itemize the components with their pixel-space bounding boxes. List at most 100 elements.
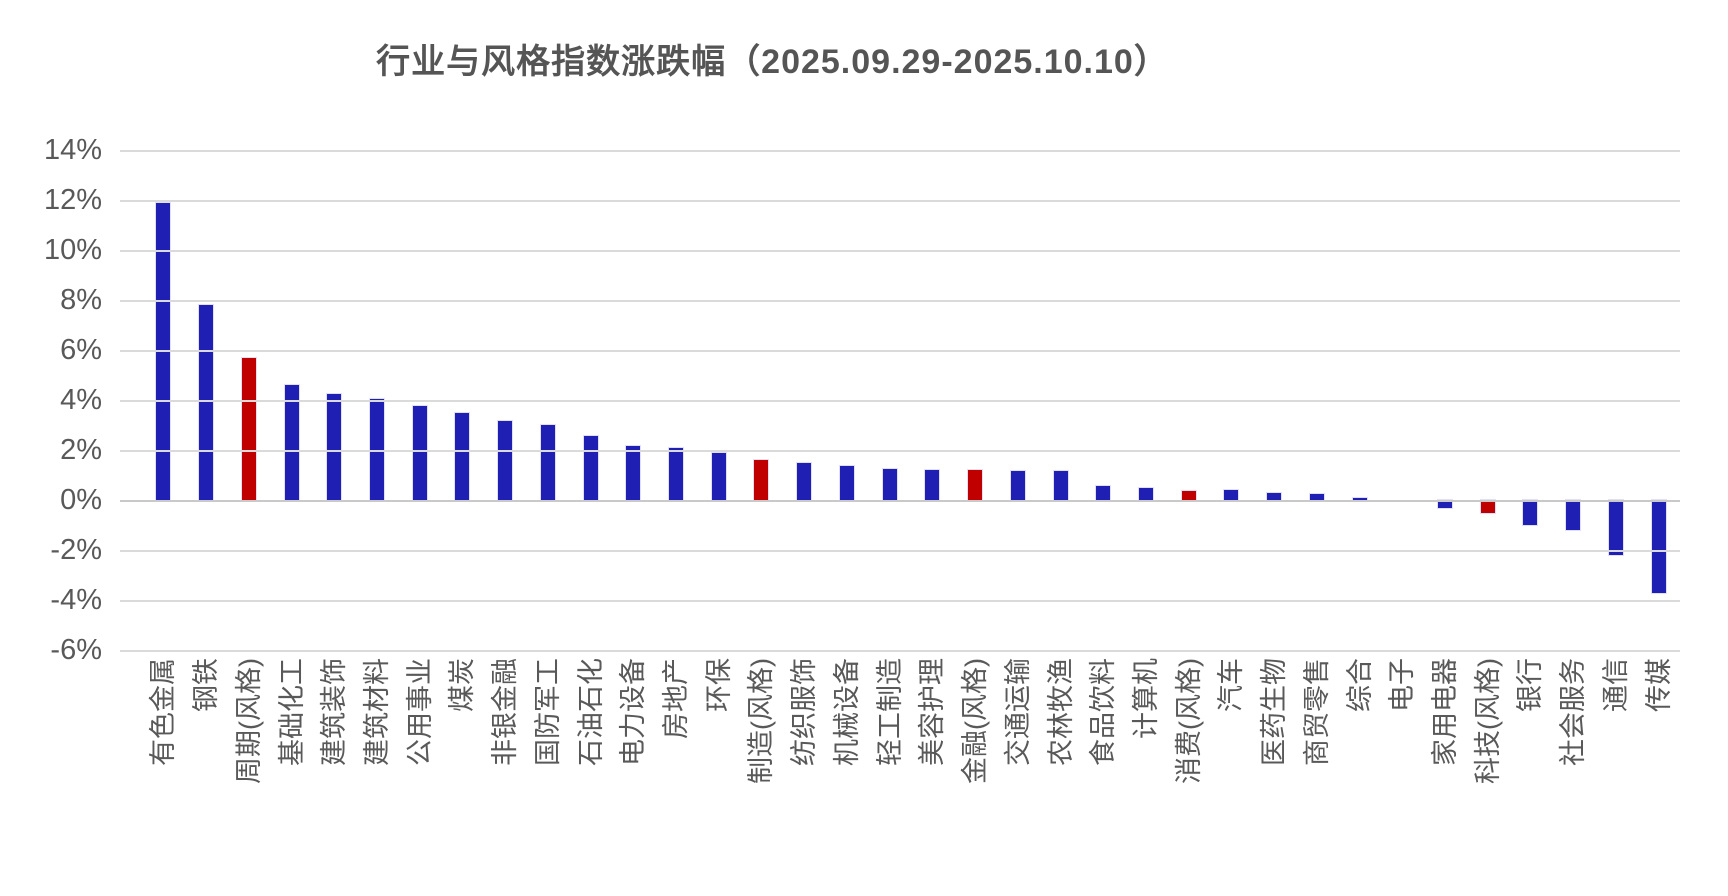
x-tick-label: 美容护理 — [911, 658, 954, 894]
x-tick-label: 消费(风格) — [1167, 658, 1210, 894]
y-tick-label: 12% — [43, 184, 102, 216]
y-tick-label: 6% — [60, 334, 102, 366]
bar — [1651, 500, 1666, 593]
x-tick-text: 消费(风格) — [1173, 658, 1204, 784]
bar — [455, 412, 470, 500]
bar — [711, 452, 726, 500]
bar — [583, 436, 598, 500]
bar — [882, 468, 897, 500]
bar — [669, 447, 684, 500]
x-tick-text: 食品饮料 — [1088, 658, 1119, 766]
x-tick-text: 汽车 — [1216, 658, 1247, 712]
x-tick-label: 科技(风格) — [1466, 658, 1509, 894]
gridline--2% — [120, 550, 1680, 552]
x-tick-text: 金融(风格) — [960, 658, 991, 784]
x-tick-text: 传媒 — [1643, 658, 1674, 712]
bar — [1096, 486, 1111, 500]
gridline-0% — [120, 500, 1680, 502]
x-tick-label: 环保 — [697, 658, 740, 894]
bar — [1480, 500, 1495, 513]
x-tick-text: 周期(风格) — [233, 658, 264, 784]
x-tick-label: 医药生物 — [1253, 658, 1296, 894]
x-tick-text: 基础化工 — [276, 658, 307, 766]
gridline-4% — [120, 400, 1680, 402]
x-tick-label: 周期(风格) — [227, 658, 270, 894]
x-tick-text: 科技(风格) — [1472, 658, 1503, 784]
bar — [1523, 500, 1538, 525]
x-tick-label: 社会服务 — [1552, 658, 1595, 894]
x-tick-text: 轻工制造 — [874, 658, 905, 766]
x-tick-label: 农林牧渔 — [1039, 658, 1082, 894]
chart-title: 行业与风格指数涨跌幅（2025.09.29-2025.10.10） — [376, 43, 1169, 81]
bar — [327, 393, 342, 500]
bar — [241, 357, 256, 500]
x-tick-label: 纺织服饰 — [783, 658, 826, 894]
bar — [1181, 491, 1196, 500]
x-tick-label: 机械设备 — [826, 658, 869, 894]
x-tick-text: 银行 — [1515, 658, 1546, 712]
x-tick-text: 家用电器 — [1430, 658, 1461, 766]
x-tick-text: 制造(风格) — [746, 658, 777, 784]
x-tick-text: 公用事业 — [404, 658, 435, 766]
x-tick-label: 煤炭 — [441, 658, 484, 894]
x-tick-label: 食品饮料 — [1082, 658, 1125, 894]
bar — [839, 466, 854, 500]
y-tick-label: -6% — [50, 634, 102, 666]
bar — [1267, 492, 1282, 500]
bar — [797, 462, 812, 500]
bar — [1608, 500, 1623, 555]
x-tick-text: 环保 — [703, 658, 734, 712]
bar — [925, 470, 940, 500]
x-tick-label: 交通运输 — [996, 658, 1039, 894]
x-tick-label: 制造(风格) — [740, 658, 783, 894]
bar — [1438, 500, 1453, 508]
x-tick-text: 计算机 — [1130, 658, 1161, 739]
plot-area — [120, 150, 1680, 652]
bar — [284, 385, 299, 500]
x-tick-text: 农林牧渔 — [1045, 658, 1076, 766]
x-tick-label: 公用事业 — [398, 658, 441, 894]
y-tick-label: 2% — [60, 434, 102, 466]
x-tick-label: 家用电器 — [1424, 658, 1467, 894]
x-tick-text: 房地产 — [661, 658, 692, 739]
bar — [626, 446, 641, 500]
x-tick-label: 基础化工 — [270, 658, 313, 894]
x-tick-text: 交通运输 — [1002, 658, 1033, 766]
y-tick-label: 4% — [60, 384, 102, 416]
x-tick-text: 国防军工 — [532, 658, 563, 766]
x-tick-label: 金融(风格) — [954, 658, 997, 894]
x-tick-text: 综合 — [1344, 658, 1375, 712]
bar — [540, 425, 555, 500]
x-tick-label: 计算机 — [1125, 658, 1168, 894]
x-tick-text: 电子 — [1387, 658, 1418, 712]
x-tick-text: 有色金属 — [148, 658, 179, 766]
gridline-8% — [120, 300, 1680, 302]
x-tick-text: 医药生物 — [1259, 658, 1290, 766]
x-tick-text: 石油石化 — [575, 658, 606, 766]
x-tick-text: 建筑装饰 — [319, 658, 350, 766]
bar — [1010, 471, 1025, 500]
y-tick-label: 8% — [60, 284, 102, 316]
x-tick-text: 煤炭 — [447, 658, 478, 712]
gridline-10% — [120, 250, 1680, 252]
bar — [1224, 490, 1239, 500]
x-tick-label: 非银金融 — [484, 658, 527, 894]
bar — [498, 421, 513, 500]
x-tick-text: 美容护理 — [917, 658, 948, 766]
gridline-6% — [120, 350, 1680, 352]
x-tick-label: 银行 — [1509, 658, 1552, 894]
x-tick-text: 通信 — [1600, 658, 1631, 712]
x-tick-text: 电力设备 — [618, 658, 649, 766]
x-tick-label: 有色金属 — [142, 658, 185, 894]
x-tick-label: 石油石化 — [569, 658, 612, 894]
x-tick-label: 建筑材料 — [356, 658, 399, 894]
bar — [1566, 500, 1581, 530]
x-tick-label: 通信 — [1595, 658, 1638, 894]
x-tick-text: 非银金融 — [490, 658, 521, 766]
y-tick-label: -2% — [50, 534, 102, 566]
x-tick-label: 传媒 — [1637, 658, 1680, 894]
gridline--6% — [120, 650, 1680, 652]
y-tick-label: 0% — [60, 484, 102, 516]
gridline--4% — [120, 600, 1680, 602]
